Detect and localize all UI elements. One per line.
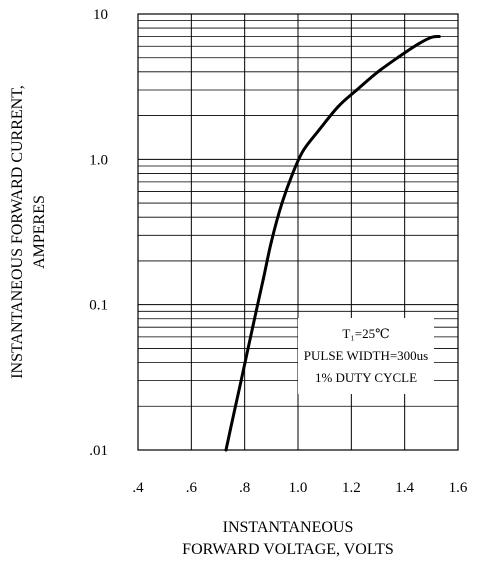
annotation-box: T₁=25℃ PULSE WIDTH=300us 1% DUTY CYCLE: [298, 318, 434, 394]
data-point: [301, 149, 305, 152]
y-tick-label: 1.0: [89, 152, 108, 168]
data-point: [224, 448, 228, 452]
x-tick-label: 1.6: [449, 480, 468, 496]
data-point: [429, 36, 433, 39]
y-tick-label: 10: [93, 7, 108, 23]
data-point: [437, 35, 441, 38]
curve-layer: [224, 35, 441, 452]
x-tick-label: .8: [239, 480, 250, 496]
data-point: [317, 128, 321, 132]
x-axis-title-line: INSTANTANEOUS: [223, 519, 354, 536]
data-point: [416, 42, 420, 46]
data-point: [280, 201, 284, 205]
y-tick-label: 0.1: [89, 298, 108, 314]
data-point: [251, 325, 255, 329]
plot-frame: [137, 13, 459, 451]
y-axis-title-line: INSTANTANEOUS FORWARD CURRENT,: [9, 85, 26, 379]
data-point: [355, 88, 359, 92]
data-point: [336, 105, 340, 109]
data-point: [232, 411, 236, 415]
data-point: [376, 70, 380, 74]
annotation-line: T₁=25℃: [342, 326, 389, 341]
data-point: [291, 172, 295, 175]
x-tick-label: 1.4: [395, 480, 414, 496]
grid-layer: [137, 13, 459, 451]
data-point: [397, 55, 401, 58]
y-tick-label: .01: [89, 443, 108, 459]
x-tick-label: 1.0: [289, 480, 308, 496]
annotation-line: 1% DUTY CYCLE: [315, 370, 417, 385]
data-point: [261, 277, 265, 281]
data-point: [240, 375, 244, 378]
data-point: [269, 240, 273, 244]
x-tick-label: 1.2: [342, 480, 361, 496]
axis-titles: INSTANTANEOUS FORWARD VOLTAGE, VOLTS INSTA…: [9, 85, 394, 558]
annotation-line: PULSE WIDTH=300us: [304, 348, 428, 363]
tick-labels: .4 .6 .8 1.0 1.2 1.4 1.6 .01 0.1 1.0 10: [89, 7, 468, 496]
x-tick-label: .4: [132, 480, 144, 496]
annotation-background: [298, 318, 434, 394]
x-axis-title-line: FORWARD VOLTAGE, VOLTS: [182, 541, 394, 558]
x-tick-label: .6: [186, 480, 198, 496]
y-axis-title-line: AMPERES: [31, 195, 48, 269]
